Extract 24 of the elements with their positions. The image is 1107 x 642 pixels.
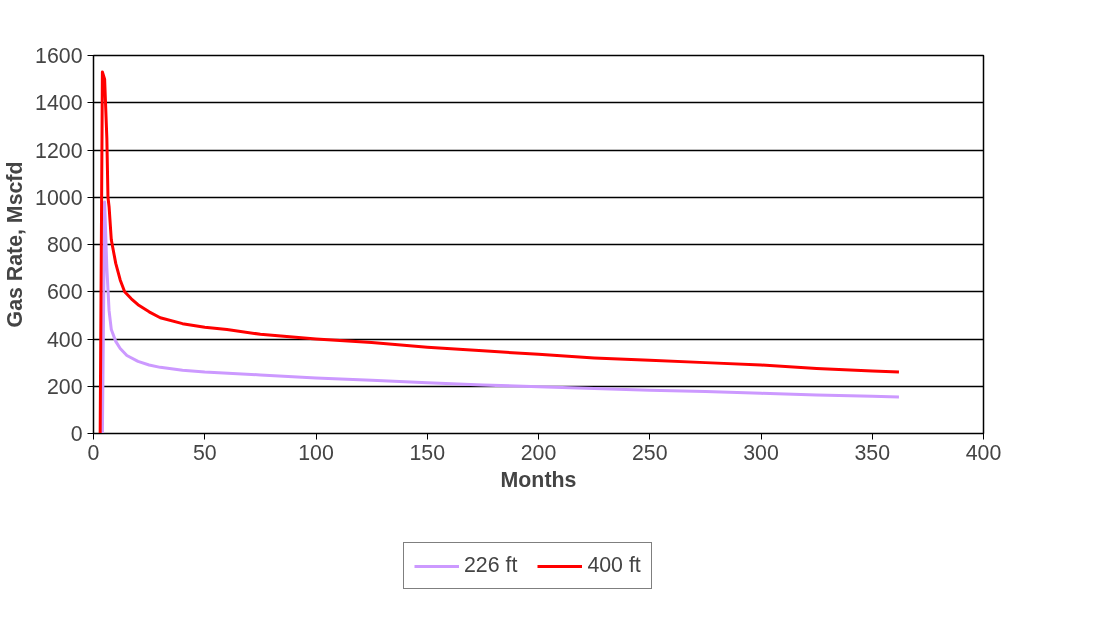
x-tick-label: 200	[520, 440, 557, 465]
legend-label: 400 ft	[587, 553, 641, 578]
y-tick-label: 200	[46, 374, 83, 399]
x-axis-title: Months	[500, 467, 577, 492]
line-series	[98, 70, 901, 434]
legend-label: 226 ft	[464, 553, 518, 578]
x-tick-label: 300	[743, 440, 779, 465]
y-tick-label: 400	[46, 327, 83, 352]
y-tick-label: 0	[70, 422, 83, 446]
y-tick-label: 600	[46, 280, 83, 305]
y-tick-label: 1400	[35, 91, 83, 116]
x-tick-label: 350	[854, 440, 891, 465]
x-tick-label: 250	[631, 440, 668, 465]
x-tick-label: 50	[192, 440, 217, 465]
y-tick-label: 1200	[35, 138, 83, 163]
x-tick-label: 100	[298, 440, 334, 465]
x-tick-label: 400	[965, 440, 1002, 465]
y-tick-label: 1600	[35, 44, 83, 68]
x-tick-label: 150	[409, 440, 446, 465]
y-tick-label: 800	[46, 233, 83, 257]
line-series	[100, 200, 901, 434]
x-tick-label: 0	[87, 440, 100, 465]
y-axis-title: Gas Rate, Mscfd	[3, 161, 28, 328]
y-tick-label: 1000	[35, 185, 83, 210]
